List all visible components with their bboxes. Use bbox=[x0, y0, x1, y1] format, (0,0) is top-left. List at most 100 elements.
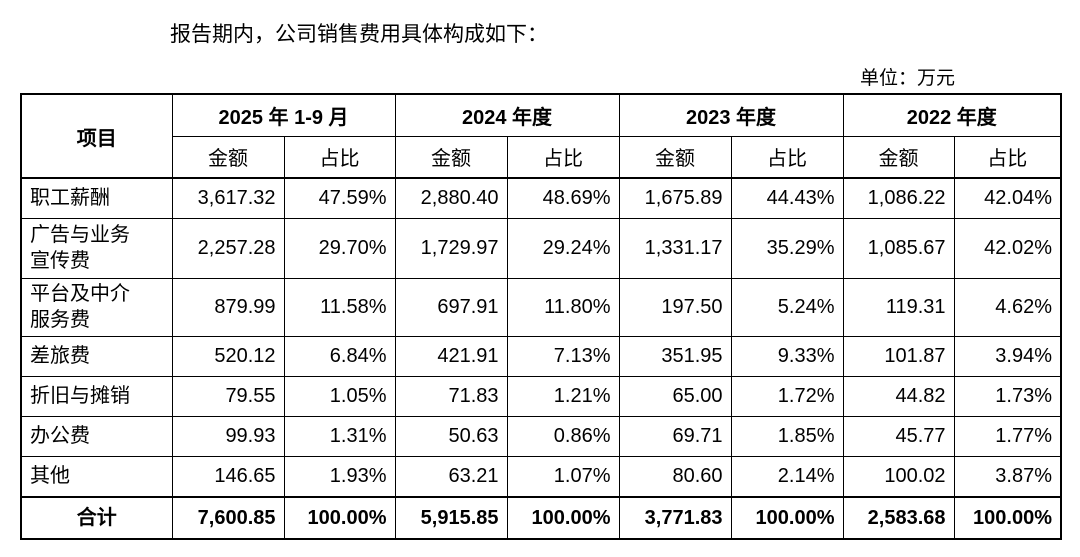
row-label-text: 职工薪酬 bbox=[30, 187, 110, 210]
cell: 65.00 bbox=[618, 375, 732, 417]
cell: 4.62% bbox=[953, 277, 1062, 337]
amount-header: 金额 bbox=[618, 135, 732, 179]
cell: 69.71 bbox=[618, 415, 732, 457]
cell: 100.00% bbox=[953, 496, 1062, 540]
row-label-text: 折旧与摊销 bbox=[30, 385, 130, 407]
cell: 1.21% bbox=[506, 375, 620, 417]
cell: 879.99 bbox=[171, 277, 285, 337]
cell: 1.72% bbox=[730, 375, 844, 417]
cell: 47.59% bbox=[283, 177, 396, 219]
cell: 3,771.83 bbox=[618, 496, 732, 540]
cell: 35.29% bbox=[730, 217, 844, 279]
cell: 197.50 bbox=[618, 277, 732, 337]
amount-header: 金额 bbox=[394, 135, 508, 179]
row-label: 合计 bbox=[20, 496, 173, 540]
cell: 3,617.32 bbox=[171, 177, 285, 219]
cell: 29.70% bbox=[283, 217, 396, 279]
period-header: 2025 年 1-9 月 bbox=[171, 93, 396, 137]
cell: 1,729.97 bbox=[394, 217, 508, 279]
cell: 2,880.40 bbox=[394, 177, 508, 219]
table-row: 折旧与摊销 79.55 1.05% 71.83 1.21% 65.00 1.72% 44.82… bbox=[20, 375, 1062, 417]
cell: 1,086.22 bbox=[842, 177, 955, 219]
cell: 6.84% bbox=[283, 335, 396, 377]
cell: 2.14% bbox=[730, 455, 844, 498]
sub-header-row: 金额 占比 金额 占比 金额 占比 金额 占比 bbox=[21, 135, 1062, 179]
cell: 520.12 bbox=[171, 335, 285, 377]
row-label-text: 办公费 bbox=[30, 425, 90, 447]
row-label-text: 其他 bbox=[30, 465, 70, 488]
cell: 7,600.85 bbox=[171, 496, 285, 540]
cell: 1.77% bbox=[953, 415, 1062, 457]
cell: 2,257.28 bbox=[171, 217, 285, 279]
cell: 1.73% bbox=[953, 375, 1062, 417]
row-label-text: 差旅费 bbox=[30, 345, 90, 367]
cell: 101.87 bbox=[842, 335, 955, 377]
ratio-header: 占比 bbox=[730, 135, 844, 179]
ratio-header: 占比 bbox=[283, 135, 396, 179]
expense-table: 项目 2025 年 1-9 月 2024 年度 2023 年度 2022 年度 金额占… bbox=[20, 93, 1063, 540]
cell: 2,583.68 bbox=[842, 496, 955, 540]
table-row: 职工薪酬 3,617.32 47.59% 2,880.40 48.69% 1,675.89… bbox=[20, 177, 1062, 219]
cell: 1.93% bbox=[283, 455, 396, 498]
intro-text: 报告期内，公司销售费用具体构成如下： bbox=[170, 22, 548, 46]
cell: 29.24% bbox=[506, 217, 620, 279]
unit-note: 单位：万元 bbox=[860, 68, 956, 89]
header-row: 项目 2025 年 1-9 月 2024 年度 2023 年度 2022 年度 bbox=[20, 93, 1062, 179]
cell: 42.02% bbox=[953, 217, 1062, 279]
row-label: 职工薪酬 bbox=[20, 177, 173, 219]
cell: 3.87% bbox=[953, 455, 1062, 498]
table-row: 合计 7,600.85 100.00% 5,915.85 100.00% 3,771.83… bbox=[20, 496, 1062, 540]
table-row: 其他 146.65 1.93% 63.21 1.07% 80.60 2.14% 100.02 3… bbox=[20, 455, 1062, 498]
item-header: 项目 bbox=[20, 93, 173, 179]
cell: 100.00% bbox=[283, 496, 396, 540]
table-row: 差旅费 520.12 6.84% 421.91 7.13% 351.95 9.33% 101.… bbox=[20, 335, 1062, 377]
row-label: 广告与业务宣传费 bbox=[20, 217, 173, 279]
cell: 421.91 bbox=[394, 335, 508, 377]
amount-header: 金额 bbox=[842, 135, 955, 179]
row-label-text: 合计 bbox=[76, 507, 117, 529]
cell: 1,675.89 bbox=[618, 177, 732, 219]
amount-header: 金额 bbox=[171, 135, 285, 179]
row-label: 差旅费 bbox=[20, 335, 173, 377]
cell: 50.63 bbox=[394, 415, 508, 457]
row-label: 平台及中介服务费 bbox=[20, 277, 173, 337]
period-header: 2023 年度 bbox=[618, 93, 844, 137]
row-label: 其他 bbox=[20, 455, 173, 498]
row-label: 办公费 bbox=[20, 415, 173, 457]
cell: 44.43% bbox=[730, 177, 844, 219]
cell: 1.85% bbox=[730, 415, 844, 457]
cell: 79.55 bbox=[171, 375, 285, 417]
cell: 1.05% bbox=[283, 375, 396, 417]
cell: 5,915.85 bbox=[394, 496, 508, 540]
cell: 45.77 bbox=[842, 415, 955, 457]
ratio-header: 占比 bbox=[506, 135, 620, 179]
row-label-text: 平台及中介服务费 bbox=[30, 283, 130, 331]
table-row: 广告与业务宣传费 2,257.28 29.70% 1,729.97 29.24% 1,33… bbox=[20, 217, 1062, 279]
cell: 11.58% bbox=[283, 277, 396, 337]
table-body: 职工薪酬 3,617.32 47.59% 2,880.40 48.69% 1,675.89… bbox=[20, 177, 1062, 540]
row-label-text: 广告与业务宣传费 bbox=[30, 224, 130, 272]
cell: 63.21 bbox=[394, 455, 508, 498]
cell: 1.31% bbox=[283, 415, 396, 457]
cell: 119.31 bbox=[842, 277, 955, 337]
cell: 7.13% bbox=[506, 335, 620, 377]
cell: 1,331.17 bbox=[618, 217, 732, 279]
row-label: 折旧与摊销 bbox=[20, 375, 173, 417]
cell: 44.82 bbox=[842, 375, 955, 417]
table-row: 办公费 99.93 1.31% 50.63 0.86% 69.71 1.85% 45.77 1.… bbox=[20, 415, 1062, 457]
cell: 11.80% bbox=[506, 277, 620, 337]
cell: 0.86% bbox=[506, 415, 620, 457]
cell: 48.69% bbox=[506, 177, 620, 219]
cell: 100.00% bbox=[730, 496, 844, 540]
cell: 5.24% bbox=[730, 277, 844, 337]
cell: 100.02 bbox=[842, 455, 955, 498]
cell: 146.65 bbox=[171, 455, 285, 498]
cell: 80.60 bbox=[618, 455, 732, 498]
cell: 100.00% bbox=[506, 496, 620, 540]
ratio-header: 占比 bbox=[953, 135, 1062, 179]
cell: 71.83 bbox=[394, 375, 508, 417]
period-header: 2024 年度 bbox=[394, 93, 620, 137]
cell: 9.33% bbox=[730, 335, 844, 377]
cell: 3.94% bbox=[953, 335, 1062, 377]
